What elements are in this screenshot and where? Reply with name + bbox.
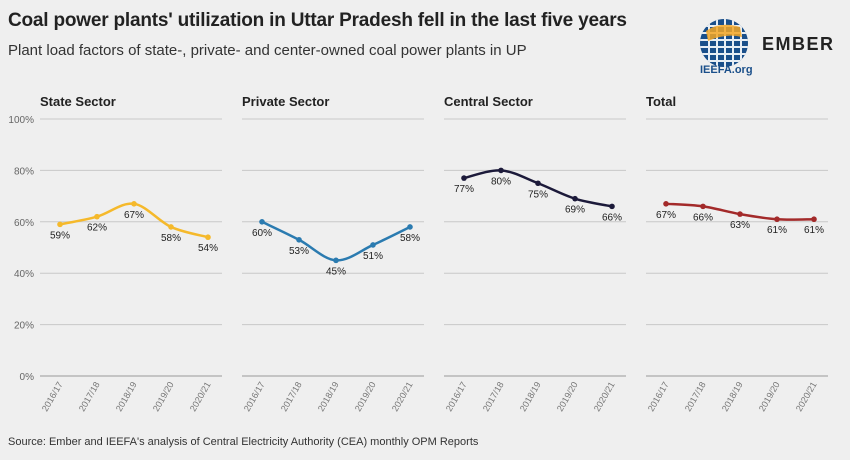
panel-title: State Sector — [40, 94, 116, 109]
data-point — [572, 195, 578, 202]
data-label: 59% — [50, 230, 70, 241]
x-tick-label: 2019/20 — [555, 380, 580, 413]
data-point — [609, 203, 615, 210]
x-tick-label: 2018/19 — [720, 380, 745, 413]
x-tick-label: 2016/17 — [646, 380, 671, 413]
x-tick-label: 2017/18 — [683, 380, 708, 413]
y-tick-label: 40% — [14, 269, 34, 280]
data-label: 77% — [454, 184, 474, 195]
data-label: 67% — [124, 210, 144, 221]
data-point — [461, 175, 467, 181]
data-label: 67% — [656, 210, 676, 221]
data-label: 61% — [767, 225, 787, 236]
data-point — [498, 167, 504, 174]
data-label: 63% — [730, 220, 750, 231]
panel-title: Total — [646, 94, 676, 109]
y-tick-label: 60% — [14, 218, 34, 229]
data-label: 66% — [693, 212, 713, 223]
data-label: 61% — [804, 225, 824, 236]
data-point — [737, 211, 743, 217]
ember-logo: EMBER — [762, 34, 835, 54]
x-tick-label: 2018/19 — [316, 380, 341, 413]
y-tick-label: 0% — [20, 372, 35, 383]
data-label: 58% — [161, 233, 181, 244]
data-label: 80% — [491, 176, 511, 187]
data-label: 53% — [289, 246, 309, 257]
ieefa-logo-text: IEEFA.org — [700, 64, 753, 76]
data-point — [168, 224, 174, 230]
data-point — [296, 236, 302, 243]
x-tick-label: 2017/18 — [481, 380, 506, 413]
y-tick-label: 80% — [14, 166, 34, 177]
x-tick-label: 2019/20 — [353, 380, 378, 413]
data-point — [370, 242, 376, 248]
data-point — [811, 216, 817, 223]
x-tick-label: 2019/20 — [151, 380, 176, 413]
data-label: 58% — [400, 233, 420, 244]
panel-title: Private Sector — [242, 94, 329, 109]
data-point — [57, 221, 63, 228]
x-tick-label: 2020/21 — [794, 380, 819, 413]
data-point — [131, 201, 137, 207]
x-tick-label: 2018/19 — [518, 380, 543, 413]
chart-subtitle: Plant load factors of state-, private- a… — [8, 42, 527, 59]
x-tick-label: 2020/21 — [390, 380, 415, 413]
panel-title: Central Sector — [444, 94, 533, 109]
x-tick-label: 2017/18 — [77, 380, 102, 413]
source-note: Source: Ember and IEEFA's analysis of Ce… — [8, 436, 479, 448]
chart-title: Coal power plants' utilization in Uttar … — [8, 10, 627, 31]
data-label: 45% — [326, 266, 346, 277]
data-point — [535, 180, 541, 187]
data-point — [94, 213, 100, 220]
x-tick-label: 2017/18 — [279, 380, 304, 413]
series-line — [261, 220, 411, 262]
data-label: 54% — [198, 243, 218, 254]
x-tick-label: 2016/17 — [444, 380, 469, 413]
data-point — [333, 257, 339, 264]
data-label: 69% — [565, 205, 585, 216]
data-point — [205, 234, 211, 241]
x-tick-label: 2020/21 — [188, 380, 213, 413]
data-point — [407, 224, 413, 230]
data-label: 75% — [528, 189, 548, 200]
data-point — [774, 216, 780, 223]
data-point — [700, 203, 706, 210]
data-point — [259, 219, 265, 225]
data-label: 60% — [252, 228, 272, 239]
y-tick-label: 20% — [14, 321, 34, 332]
x-tick-label: 2019/20 — [757, 380, 782, 413]
data-label: 51% — [363, 251, 383, 262]
data-label: 66% — [602, 212, 622, 223]
data-label: 62% — [87, 223, 107, 234]
data-point — [663, 201, 669, 207]
x-tick-label: 2016/17 — [242, 380, 267, 413]
ieefa-globe-icon — [700, 19, 748, 67]
x-tick-label: 2020/21 — [592, 380, 617, 413]
y-tick-label: 100% — [8, 115, 34, 126]
x-tick-label: 2016/17 — [40, 380, 65, 413]
x-tick-label: 2018/19 — [114, 380, 139, 413]
